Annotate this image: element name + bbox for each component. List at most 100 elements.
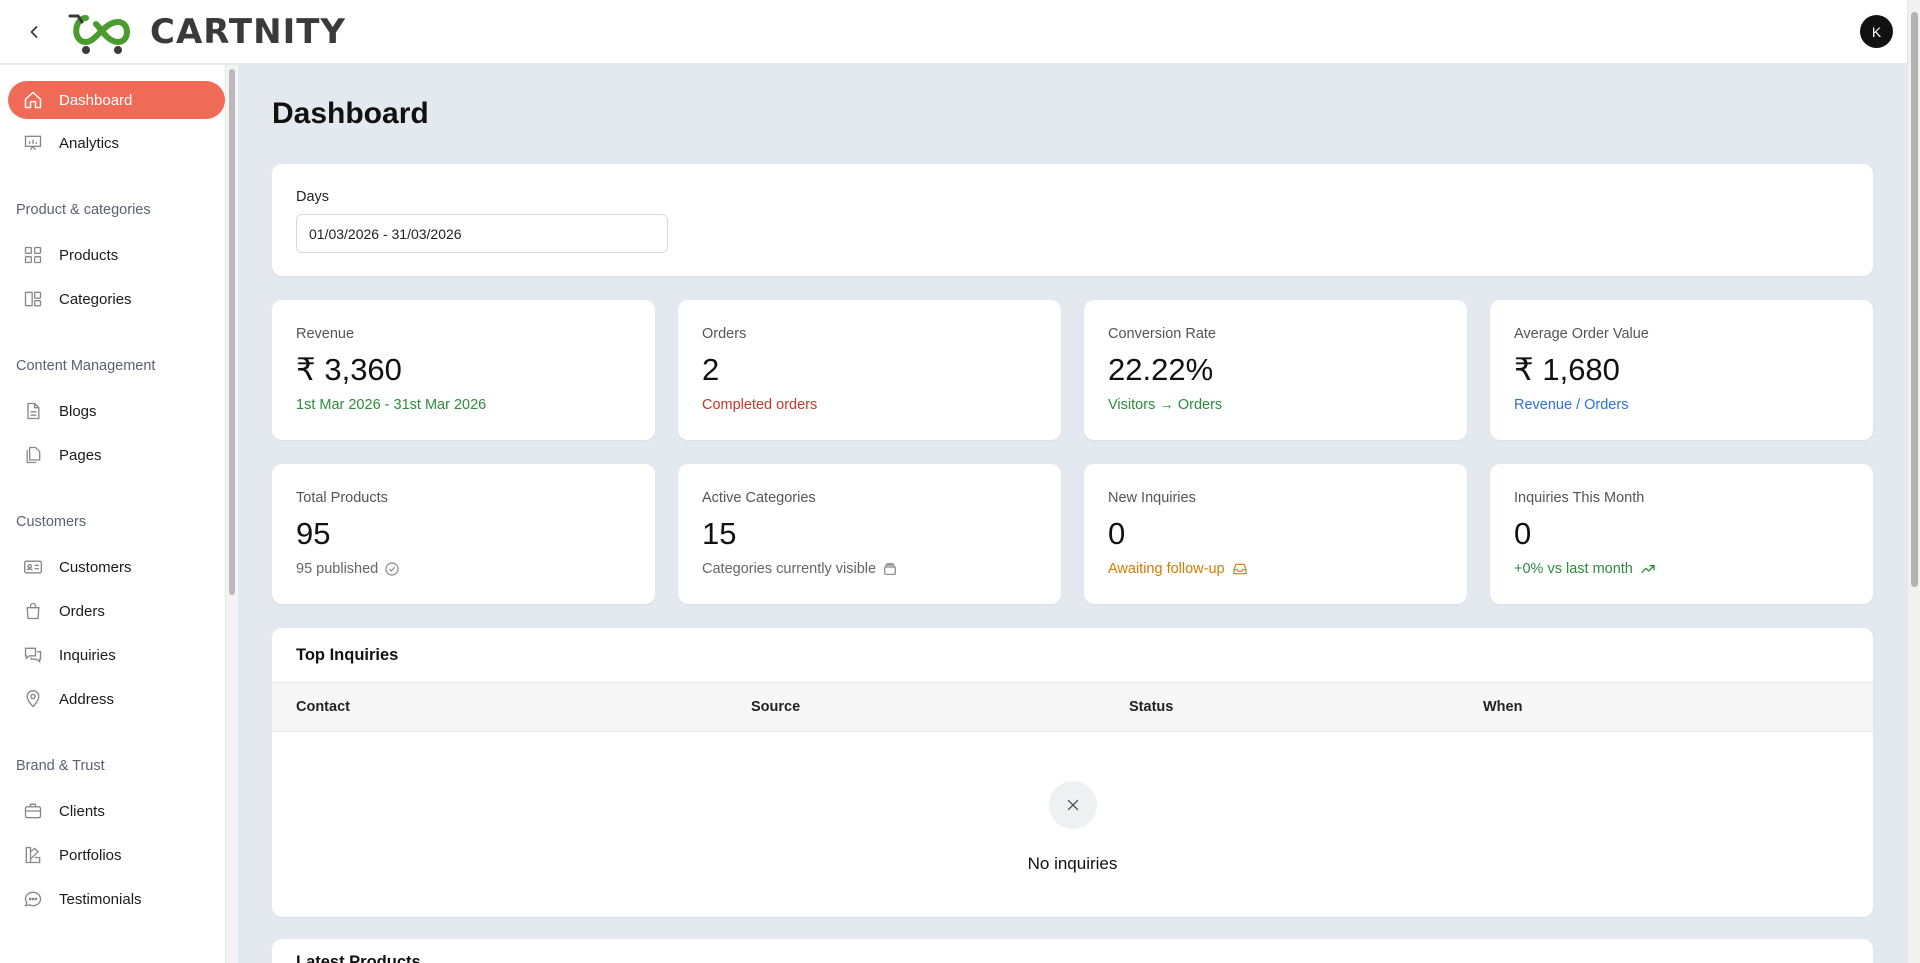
column-header-status[interactable]: Status	[1129, 699, 1174, 715]
sidebar-item-pages[interactable]: Pages	[8, 436, 225, 474]
stat-subtitle: Awaiting follow-up	[1108, 561, 1249, 577]
sidebar-item-label: Categories	[59, 290, 132, 308]
sidebar-item-products[interactable]: Products	[8, 236, 225, 274]
message-circle-icon	[22, 888, 44, 910]
sidebar-item-label: Pages	[59, 446, 102, 464]
stat-subtitle-text: Revenue / Orders	[1514, 397, 1629, 413]
pages-icon	[22, 444, 44, 466]
presentation-chart-icon	[22, 132, 44, 154]
sidebar-scrollbar[interactable]	[226, 65, 238, 963]
stat-subtitle-text: Categories currently visible	[702, 561, 877, 577]
stat-subtitle: Visitors → Orders	[1108, 397, 1222, 413]
stat-label: Average Order Value	[1514, 326, 1649, 342]
chevron-left-icon	[30, 25, 38, 38]
stat-subtitle-text: Completed orders	[702, 397, 818, 413]
map-pin-icon	[22, 688, 44, 710]
stack-icon	[884, 563, 897, 575]
sidebar-item-orders[interactable]: Orders	[8, 592, 225, 630]
sidebar-item-label: Blogs	[59, 402, 97, 420]
average-order-value-card: Average Order Value ₹ 1,680 Revenue / Or…	[1490, 300, 1873, 440]
chat-bubbles-icon	[22, 644, 44, 666]
trending-up-icon	[1641, 565, 1655, 573]
sidebar-scrollbar-thumb[interactable]	[229, 69, 235, 595]
stat-subtitle-text: 1st Mar 2026 - 31st Mar 2026	[296, 397, 487, 413]
stat-subtitle-text: Awaiting follow-up	[1108, 561, 1225, 577]
date-range-input[interactable]	[296, 214, 668, 253]
revenue-card: Revenue ₹ 3,360 1st Mar 2026 - 31st Mar …	[272, 300, 655, 440]
sidebar-item-label: Testimonials	[59, 890, 142, 908]
column-header-when[interactable]: When	[1483, 699, 1523, 715]
stat-value: 95	[296, 516, 331, 551]
sidebar-item-blogs[interactable]: Blogs	[8, 392, 225, 430]
stat-value: 0	[1514, 516, 1532, 551]
stat-label: Inquiries This Month	[1514, 490, 1645, 506]
categories-icon	[22, 288, 44, 310]
sidebar-item-testimonials[interactable]: Testimonials	[8, 880, 225, 918]
sidebar-item-inquiries[interactable]: Inquiries	[8, 636, 225, 674]
briefcase-icon	[22, 800, 44, 822]
section-content-management: Content Management	[16, 358, 156, 374]
page-scrollbar-thumb[interactable]	[1911, 12, 1918, 587]
sidebar-item-customers[interactable]: Customers	[8, 548, 225, 586]
stat-subtitle: 95 published	[296, 561, 400, 577]
sidebar-item-analytics[interactable]: Analytics	[8, 124, 225, 162]
stat-label: New Inquiries	[1108, 490, 1196, 506]
sidebar-item-address[interactable]: Address	[8, 680, 225, 718]
stat-label: Orders	[702, 326, 747, 342]
latest-products-title: Latest Products	[296, 953, 421, 963]
sidebar-item-label: Customers	[59, 558, 132, 576]
sidebar-item-categories[interactable]: Categories	[8, 280, 225, 318]
top-bar: CARTNITY K	[0, 0, 1907, 64]
date-filter-card: Days	[272, 164, 1873, 276]
grid-icon	[22, 244, 44, 266]
page-title: Dashboard	[272, 97, 429, 130]
stat-value: 22.22%	[1108, 352, 1214, 387]
stat-value: 2	[702, 352, 720, 387]
column-header-source[interactable]: Source	[751, 699, 801, 715]
stat-subtitle: Categories currently visible	[702, 561, 898, 577]
sidebar-item-clients[interactable]: Clients	[8, 792, 225, 830]
sidebar-item-label: Address	[59, 690, 115, 708]
check-circle-icon	[385, 562, 399, 576]
sidebar-item-label: Inquiries	[59, 646, 116, 664]
top-inquiries-title: Top Inquiries	[296, 646, 399, 664]
section-product-categories: Product & categories	[16, 202, 151, 218]
latest-products-card: Latest Products	[272, 939, 1873, 963]
brand-logo[interactable]: CARTNITY	[66, 8, 346, 56]
close-icon	[1067, 799, 1079, 811]
id-card-icon	[22, 556, 44, 578]
sidebar-item-label: Products	[59, 246, 119, 264]
user-avatar[interactable]: K	[1860, 15, 1893, 48]
page-scrollbar[interactable]	[1907, 0, 1920, 963]
new-inquiries-card: New Inquiries 0 Awaiting follow-up	[1084, 464, 1467, 604]
stat-subtitle: +0% vs last month	[1514, 561, 1657, 577]
inbox-icon	[1233, 563, 1247, 575]
stat-label: Revenue	[296, 326, 355, 342]
column-header-contact[interactable]: Contact	[296, 699, 350, 715]
brand-name: CARTNITY	[150, 11, 347, 52]
document-icon	[22, 400, 44, 422]
stat-subtitle: Completed orders	[702, 397, 817, 413]
stat-subtitle-text: 95 published	[296, 561, 379, 577]
orders-card: Orders 2 Completed orders	[678, 300, 1061, 440]
conversion-rate-card: Conversion Rate 22.22% Visitors → Orders	[1084, 300, 1467, 440]
stat-subtitle-text: +0% vs last month	[1514, 561, 1633, 577]
section-brand-trust: Brand & Trust	[16, 758, 105, 774]
stat-label: Active Categories	[702, 490, 816, 506]
top-inquiries-card: Top Inquiries Contact Source Status When…	[272, 628, 1873, 917]
empty-state-icon-wrap	[1049, 781, 1097, 829]
stat-label: Total Products	[296, 490, 388, 506]
days-label: Days	[296, 189, 330, 205]
section-customers: Customers	[16, 514, 87, 530]
sidebar-item-dashboard[interactable]: Dashboard	[8, 81, 225, 119]
inquiries-this-month-card: Inquiries This Month 0 +0% vs last month	[1490, 464, 1873, 604]
back-button[interactable]	[14, 12, 54, 52]
empty-state-text: No inquiries	[1027, 854, 1118, 873]
total-products-card: Total Products 95 95 published	[272, 464, 655, 604]
sidebar-item-label: Portfolios	[59, 846, 122, 864]
sidebar-item-portfolios[interactable]: Portfolios	[8, 836, 225, 874]
stat-subtitle: Revenue / Orders	[1514, 397, 1628, 413]
main-content: Dashboard Days Revenue ₹ 3,360 1st Mar 2…	[238, 65, 1907, 963]
stat-subtitle-text: Visitors → Orders	[1108, 397, 1223, 413]
stat-value: 15	[702, 516, 737, 551]
